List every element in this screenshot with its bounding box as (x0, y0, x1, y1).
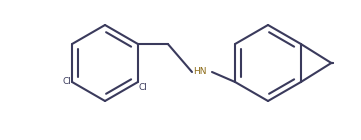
Text: Cl: Cl (138, 83, 147, 93)
Text: HN: HN (193, 67, 207, 76)
Text: Cl: Cl (62, 78, 71, 87)
